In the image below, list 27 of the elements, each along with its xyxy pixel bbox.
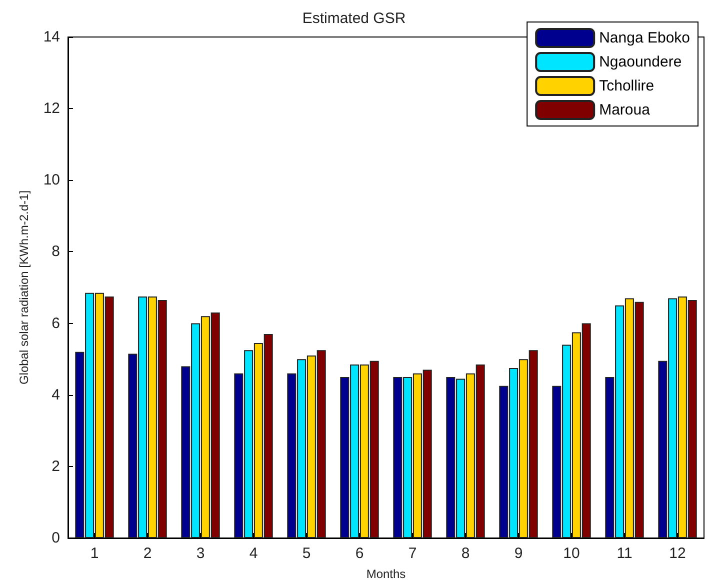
x-tick-label: 8	[461, 545, 470, 562]
y-tick-label: 10	[43, 172, 60, 189]
x-tick-label: 11	[616, 545, 632, 562]
x-tick-label: 9	[514, 545, 523, 562]
x-tick-label: 12	[669, 545, 686, 562]
chart-title: Estimated GSR	[302, 10, 406, 27]
legend-label: Nanga Eboko	[599, 30, 690, 46]
x-tick-label: 5	[302, 545, 311, 562]
y-axis-title: Global solar radiation [KWh.m-2.d-1]	[17, 190, 31, 385]
x-tick-label: 3	[196, 545, 205, 562]
y-tick-label: 0	[52, 530, 60, 546]
y-tick-label: 2	[52, 458, 60, 475]
x-tick-label: 4	[249, 545, 258, 562]
legend-label: Tchollire	[599, 78, 654, 94]
y-tick-label: 6	[52, 314, 60, 332]
x-tick-label: 7	[408, 545, 417, 562]
legend-label: Maroua	[599, 102, 651, 118]
x-tick-label: 2	[143, 545, 152, 562]
legend-label: Ngaoundere	[599, 54, 682, 70]
y-tick-label: 14	[43, 28, 60, 46]
x-tick-label: 6	[355, 545, 364, 562]
x-axis-title: Months	[366, 567, 406, 581]
y-tick-label: 4	[52, 386, 60, 404]
y-tick-label: 12	[43, 100, 60, 118]
x-tick-label: 1	[90, 545, 99, 562]
x-tick-label: 10	[563, 545, 580, 562]
y-tick-label: 8	[52, 243, 60, 260]
